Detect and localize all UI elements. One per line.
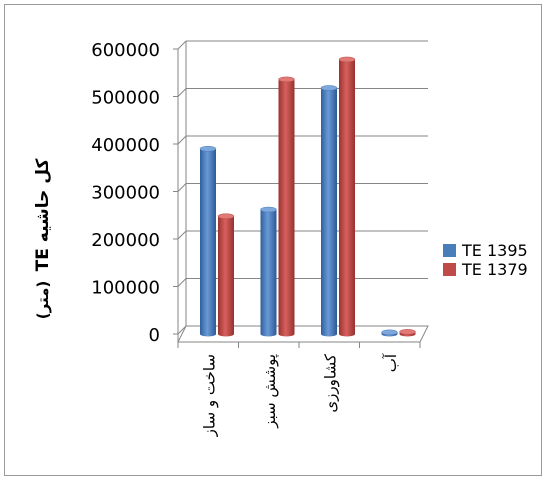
gridline-side	[177, 135, 187, 145]
y-tick-label: 0	[149, 325, 160, 346]
legend-swatch-te-1395	[443, 244, 456, 257]
y-tick-labels: 0 100000 200000 300000 400000 500000 600000	[91, 40, 160, 346]
bar	[260, 206, 277, 337]
gridline-side	[177, 325, 187, 335]
x-tick-label: کشاورزی	[321, 353, 339, 412]
bar	[217, 213, 235, 337]
bar	[381, 329, 398, 337]
x-tick-label: ساخت و ساز	[200, 354, 218, 437]
legend-label-te-1379: TE 1379	[461, 260, 528, 279]
legend: TE 1395 TE 1379	[443, 241, 528, 279]
legend-swatch-te-1379	[443, 263, 456, 276]
y-axis-title: TE کل حاشیه	[33, 159, 53, 272]
gridline-side	[177, 278, 187, 287]
y-tick-label: 600000	[91, 40, 160, 61]
y-tick-label: 100000	[91, 278, 160, 299]
gridline-side	[177, 40, 187, 50]
legend-label-te-1395: TE 1395	[461, 241, 528, 260]
floor	[177, 325, 429, 343]
gridline-side	[177, 230, 187, 240]
axes	[173, 41, 429, 348]
bar	[338, 56, 356, 337]
bar	[199, 146, 217, 337]
y-tick-label: 500000	[91, 88, 160, 109]
x-tick-label: پوشش سبز	[261, 354, 280, 429]
gridline-side	[177, 183, 187, 192]
bar	[278, 76, 295, 337]
x-tick-label: آب	[382, 353, 400, 372]
gridline-side	[177, 88, 187, 97]
y-tick-label: 300000	[91, 183, 160, 204]
bar	[320, 85, 338, 337]
y-axis-unit: (متر)	[34, 281, 52, 319]
bars	[199, 56, 416, 337]
y-tick-label: 200000	[91, 230, 160, 251]
x-tick-labels: ساخت و ساز پوشش سبز کشاورزی آب	[200, 353, 400, 437]
bar	[399, 329, 416, 337]
y-tick-label: 400000	[91, 135, 160, 156]
